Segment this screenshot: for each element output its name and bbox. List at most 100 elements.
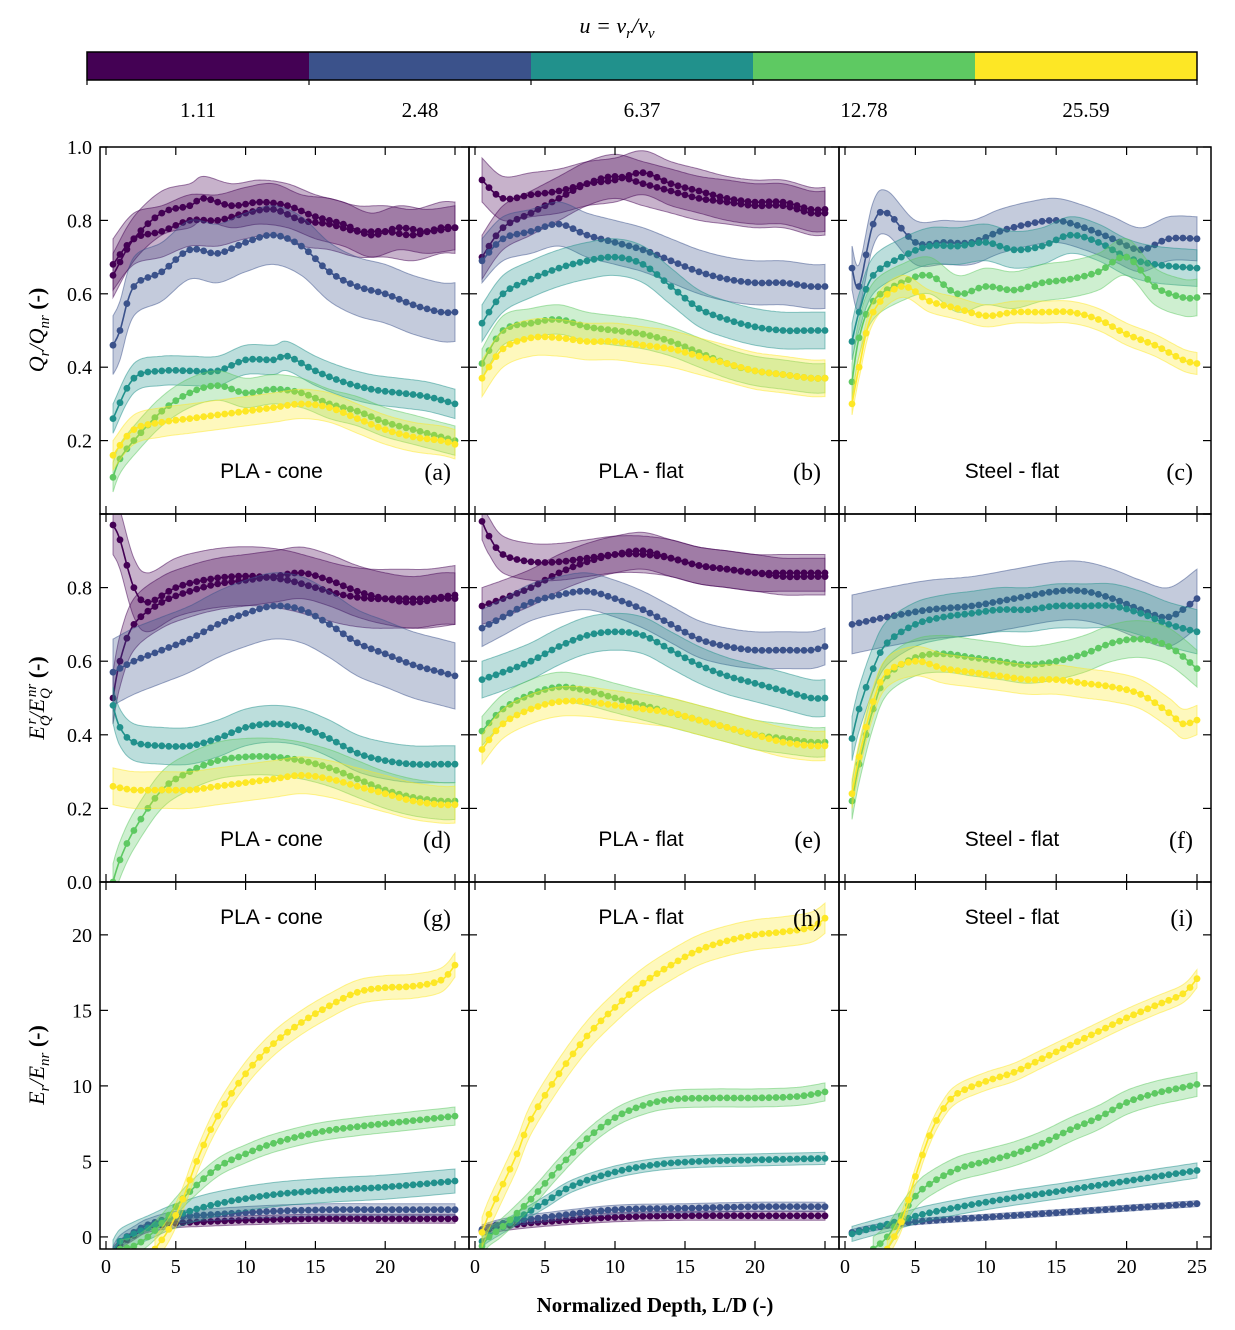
data-point-12.78 (284, 1135, 291, 1143)
data-point-25.59 (1024, 676, 1032, 683)
data-point-1.11 (548, 188, 556, 196)
data-point-25.59 (982, 670, 990, 678)
data-point-6.37 (485, 673, 493, 681)
data-point-25.59 (576, 697, 584, 705)
data-point-1.11b (326, 576, 333, 584)
data-point-1.11 (786, 1212, 794, 1220)
data-point-25.59 (534, 703, 542, 710)
data-point-1.11 (681, 184, 689, 192)
data-point-12.78 (221, 383, 229, 390)
data-point-2.48 (402, 298, 410, 306)
data-point-25.59 (492, 1195, 500, 1203)
data-point-2.48 (583, 231, 591, 239)
data-point-1.11b (284, 202, 291, 210)
data-point-1.11 (611, 1213, 619, 1221)
data-point-12.78 (1102, 1110, 1109, 1118)
data-point-2.48 (737, 645, 745, 653)
data-point-12.78 (576, 321, 584, 329)
data-point-2.48 (758, 279, 766, 287)
data-point-1.11b (625, 175, 633, 183)
data-point-6.37 (876, 265, 884, 273)
data-point-12.78 (165, 402, 173, 409)
data-point-2.48 (862, 251, 870, 259)
band-6.37 (112, 340, 456, 434)
data-point-6.37 (1193, 1167, 1201, 1174)
data-point-25.59 (541, 1091, 549, 1099)
data-point-6.37 (109, 702, 117, 709)
data-point-2.48 (1193, 235, 1201, 243)
data-point-2.48 (646, 1205, 654, 1212)
data-point-2.48 (730, 644, 738, 652)
data-point-12.78 (625, 328, 633, 336)
data-point-25.59 (583, 1032, 591, 1040)
data-point-2.48 (1066, 587, 1074, 594)
data-point-25.59 (499, 345, 507, 353)
data-point-1.11b (451, 224, 459, 232)
data-point-25.59 (772, 929, 780, 936)
data-point-6.37 (954, 611, 961, 619)
data-point-6.37 (402, 1182, 410, 1189)
data-point-2.48 (897, 611, 905, 618)
data-point-25.59 (555, 1070, 563, 1078)
data-point-1.11b (423, 228, 431, 235)
data-point-12.78 (256, 387, 263, 395)
data-point-2.48 (876, 208, 884, 216)
data-point-6.37 (1186, 626, 1194, 634)
data-point-1.11 (688, 1212, 696, 1220)
data-point-25.59 (151, 786, 159, 794)
data-point-25.59 (618, 997, 626, 1005)
data-point-25.59 (158, 418, 166, 426)
data-point-2.48 (527, 228, 535, 235)
y-axis-label-row1: Qr/Qnr (-) (24, 288, 53, 373)
data-point-1.11b (660, 552, 668, 560)
data-point-25.59 (548, 333, 556, 341)
data-point-12.78 (200, 384, 208, 391)
data-point-1.11 (814, 1212, 822, 1220)
data-point-6.37 (848, 338, 856, 345)
x-tick-label: 0 (840, 1256, 850, 1278)
data-point-1.11b (339, 220, 347, 228)
data-point-6.37 (1024, 1192, 1032, 1200)
data-point-12.78 (172, 1203, 180, 1211)
data-point-12.78 (242, 1150, 250, 1158)
data-point-1.11b (632, 547, 640, 555)
data-point-2.48 (1172, 610, 1180, 618)
x-tick-label: 25 (1187, 1256, 1207, 1278)
data-point-25.59 (193, 1158, 201, 1165)
data-point-6.37 (360, 384, 368, 392)
data-point-6.37 (353, 1185, 361, 1192)
data-point-25.59 (1017, 1065, 1025, 1073)
data-point-25.59 (779, 738, 787, 746)
data-point-1.11b (562, 566, 570, 574)
data-point-2.48 (485, 621, 493, 628)
data-point-25.59 (548, 699, 556, 707)
data-point-12.78 (277, 1137, 284, 1145)
y-tick-label: 0.8 (67, 210, 92, 232)
data-point-1.11b (256, 198, 263, 206)
data-point-1.11b (744, 201, 752, 209)
data-point-1.11 (228, 573, 236, 580)
data-point-12.78 (1116, 254, 1123, 262)
data-point-12.78 (1066, 654, 1074, 662)
data-point-12.78 (137, 815, 145, 823)
data-point-1.11b (388, 596, 396, 604)
data-point-2.48 (326, 621, 333, 628)
panel-letter: (i) (1170, 906, 1193, 932)
data-point-12.78 (786, 1093, 794, 1101)
data-point-2.48 (793, 647, 801, 654)
data-point-1.11b (381, 595, 389, 602)
data-point-2.48 (744, 646, 752, 653)
data-point-2.48 (346, 1206, 354, 1213)
data-point-25.59 (695, 716, 703, 724)
data-point-25.59 (1031, 676, 1039, 684)
data-point-25.59 (667, 345, 675, 353)
data-point-2.48 (1130, 245, 1137, 253)
data-point-1.11b (179, 203, 187, 211)
data-point-1.11 (158, 592, 166, 600)
panel-letter: (a) (424, 460, 451, 486)
data-point-1.11b (604, 552, 612, 560)
data-point-12.78 (534, 318, 542, 326)
data-point-6.37 (332, 376, 340, 383)
data-point-1.11b (207, 196, 215, 204)
data-point-25.59 (1052, 1048, 1060, 1056)
